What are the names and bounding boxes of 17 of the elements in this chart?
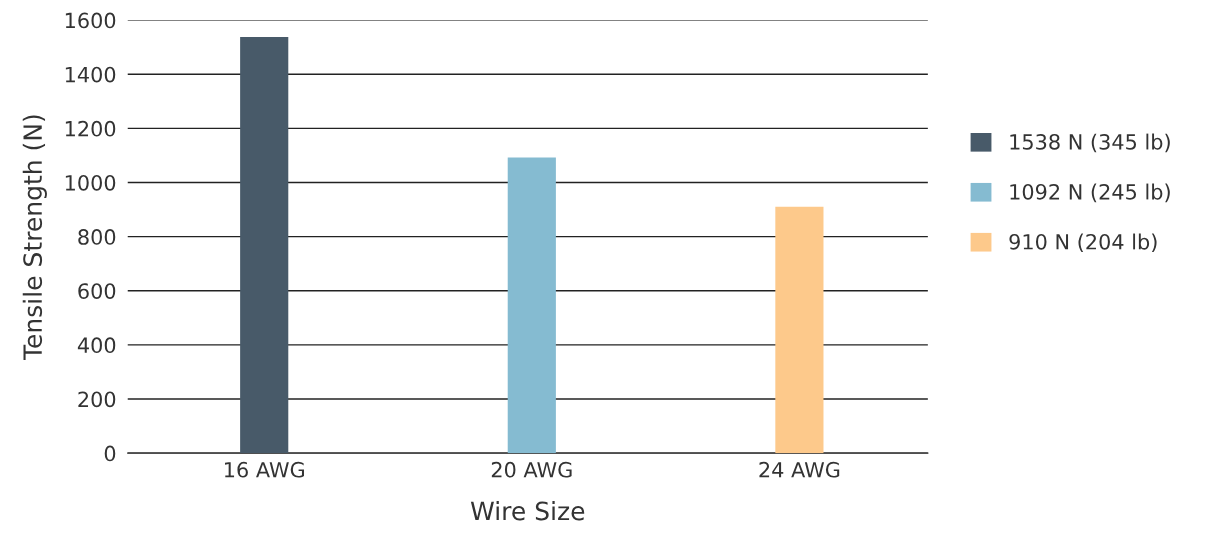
y-tick-label: 200	[78, 391, 116, 408]
x-tick-label: 20 AWG	[491, 461, 572, 478]
y-axis-title: Tensile Strength (N)	[22, 115, 47, 361]
y-tick-label: 0	[104, 445, 116, 462]
y-tick-label: 400	[77, 337, 116, 354]
y-tick-label: 800	[78, 229, 116, 245]
y-tick-label: 1200	[65, 120, 116, 137]
x-tick-label: 16 AWG	[225, 461, 304, 478]
y-tick-label: 1600	[65, 12, 116, 29]
y-tick-label: 1400	[65, 66, 116, 83]
y-tick-label: 600	[78, 283, 116, 299]
y-tick-label: 1000	[65, 174, 116, 191]
x-tick-label: 24 AWG	[759, 461, 840, 478]
legend-label: 910 N (204 lb)	[1009, 233, 1157, 253]
legend-label: 1092 N (245 lb)	[1010, 183, 1170, 203]
x-axis-title: Wire Size	[470, 501, 585, 521]
legend-label: 1538 N (345 lb)	[1010, 133, 1170, 153]
